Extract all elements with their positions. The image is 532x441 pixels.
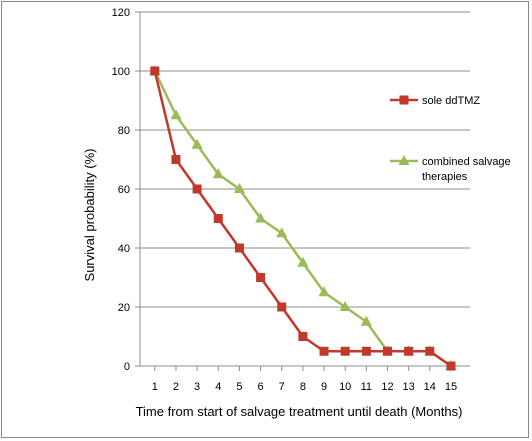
grid-lines (135, 11, 470, 367)
y-tick-label: 100 (112, 66, 130, 78)
legend-label-line2: therapies (422, 171, 468, 183)
data-point (404, 346, 414, 356)
data-point (277, 302, 287, 312)
x-tick-label: 2 (173, 381, 179, 393)
data-point (256, 273, 266, 282)
data-point (192, 184, 202, 194)
legend-swatch-marker (399, 95, 409, 105)
y-tick-label: 40 (118, 243, 130, 255)
data-point (297, 256, 309, 267)
data-point (319, 346, 329, 356)
y-axis-title: Survival probability (%) (82, 149, 97, 282)
data-point (340, 346, 350, 356)
x-tick-label: 15 (445, 381, 457, 393)
legend-label: sole ddTMZ (422, 95, 480, 107)
x-tick-label: 6 (258, 381, 264, 393)
data-point (213, 214, 223, 223)
data-series (149, 65, 457, 371)
series-line (153, 70, 452, 368)
data-point (360, 315, 372, 326)
data-point (446, 361, 456, 371)
data-point (276, 227, 288, 238)
x-tick-label: 14 (424, 381, 436, 393)
axes (139, 12, 470, 367)
data-point (383, 346, 392, 356)
legend: sole ddTMZ combined salvage therapies (390, 95, 511, 183)
y-tick-label: 80 (118, 125, 130, 137)
data-point (255, 212, 267, 223)
data-point (234, 243, 244, 253)
x-tick-labels: 1 2 3 4 5 6 7 8 9 10 11 12 13 14 15 (152, 366, 457, 393)
data-point (233, 183, 245, 193)
data-point (150, 66, 160, 76)
x-tick-label: 8 (300, 381, 306, 393)
data-point (170, 109, 182, 120)
data-point (339, 301, 351, 311)
x-tick-label: 9 (321, 381, 327, 393)
y-tick-label: 60 (118, 184, 130, 196)
x-tick-label: 10 (339, 381, 351, 393)
y-tick-label: 20 (118, 302, 130, 314)
legend-swatch-marker (398, 155, 410, 165)
x-tick-label: 13 (403, 381, 415, 393)
legend-label-line1: combined salvage (422, 156, 511, 168)
data-point (171, 155, 181, 164)
data-point (425, 346, 435, 356)
x-axis-title: Time from start of salvage treatment unt… (136, 404, 463, 419)
y-tick-label: 120 (112, 7, 130, 19)
y-tick-labels: 0 20 40 60 80 100 120 (112, 7, 130, 373)
data-point (318, 286, 330, 297)
x-tick-label: 12 (381, 381, 393, 393)
x-tick-label: 5 (236, 381, 242, 393)
series-combined-salvage (149, 65, 457, 370)
data-point (361, 346, 371, 356)
x-tick-label: 3 (194, 381, 200, 393)
y-tick-label: 0 (124, 361, 130, 373)
data-point (298, 332, 308, 341)
x-tick-label: 4 (215, 381, 221, 393)
data-point (212, 168, 224, 179)
x-tick-label: 7 (279, 381, 285, 393)
x-tick-label: 1 (152, 381, 158, 393)
x-tick-label: 11 (361, 381, 372, 393)
data-point (191, 138, 203, 149)
series-sole-ddtmz (150, 66, 456, 371)
series-line (153, 70, 452, 368)
